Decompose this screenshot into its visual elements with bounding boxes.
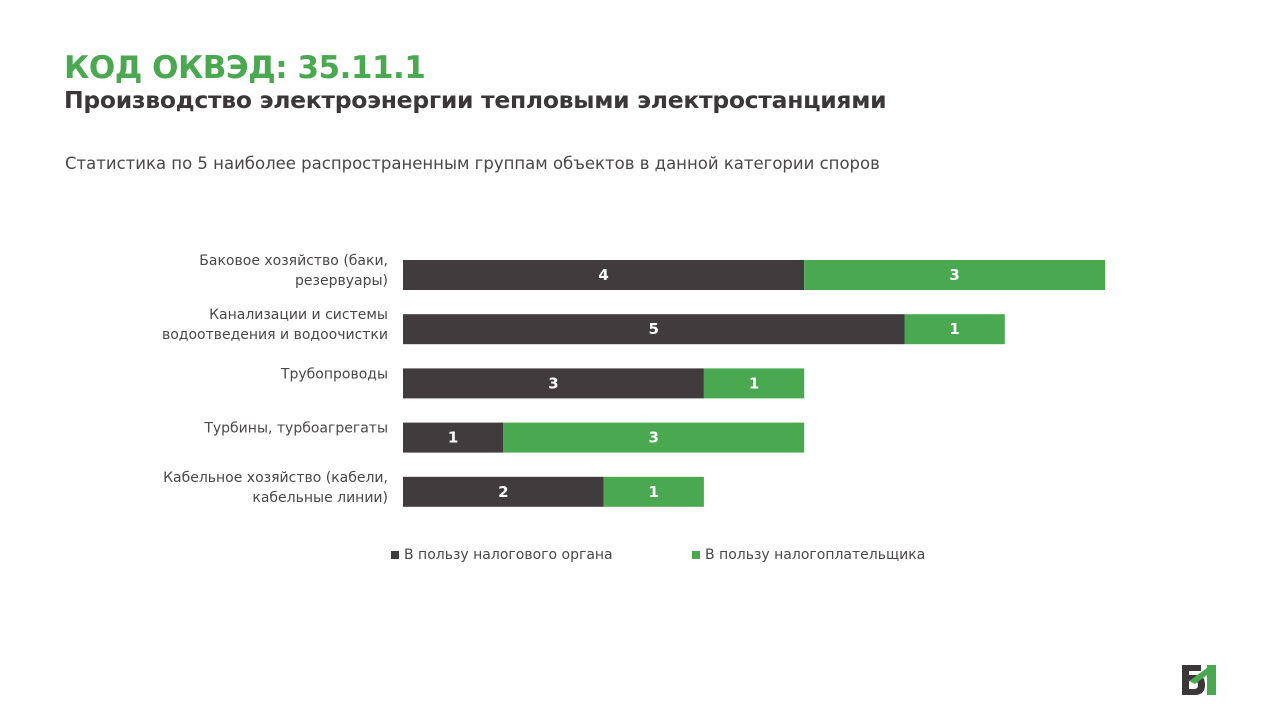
bar-segment-taxpayer <box>904 314 1005 345</box>
page-subtitle: Статистика по 5 наиболее распространенны… <box>65 154 880 173</box>
bar-data-label: 1 <box>448 429 458 447</box>
bar-data-label: 3 <box>949 266 959 284</box>
bar-segment-tax-authority <box>403 368 704 399</box>
bar-data-label: 1 <box>649 483 659 501</box>
okved-code-title: КОД ОКВЭД: 35.11.1 <box>64 50 426 86</box>
category-label: водоотведения и водоочистки <box>162 327 388 343</box>
bar-segment-tax-authority <box>403 476 604 507</box>
bar-data-label: 4 <box>598 266 608 284</box>
bar-segment-tax-authority <box>403 260 805 290</box>
legend-swatch <box>692 551 700 559</box>
legend-label: В пользу налогового органа <box>404 547 613 563</box>
bar-data-label: 1 <box>949 320 959 338</box>
bar-segment-tax-authority <box>403 422 504 453</box>
category-label: Турбины, турбоагрегаты <box>203 421 388 437</box>
bar-data-label: 1 <box>749 374 759 392</box>
bar-data-label: 5 <box>649 320 659 338</box>
bar-segment-taxpayer <box>804 260 1106 290</box>
legend-label: В пользу налогоплательщика <box>705 547 925 563</box>
bar-segment-taxpayer <box>703 368 805 399</box>
bar-data-label: 3 <box>649 429 659 447</box>
bar-segment-taxpayer <box>603 476 704 507</box>
bar-data-label: 2 <box>498 483 508 501</box>
company-logo-icon <box>1182 665 1216 695</box>
category-label: Баковое хозяйство (баки, <box>199 253 388 269</box>
category-label: Кабельное хозяйство (кабели, <box>163 470 388 486</box>
legend-swatch <box>391 551 399 559</box>
category-label: Канализации и системы <box>209 307 388 323</box>
category-label: резервуары) <box>295 273 388 289</box>
bar-segment-taxpayer <box>503 422 805 453</box>
bar-data-label: 3 <box>548 374 558 392</box>
category-label: кабельные линии) <box>252 490 388 506</box>
category-label: Трубопроводы <box>280 366 388 382</box>
page-title: Производство электроэнергии тепловыми эл… <box>64 86 887 114</box>
bar-segment-tax-authority <box>403 314 905 345</box>
